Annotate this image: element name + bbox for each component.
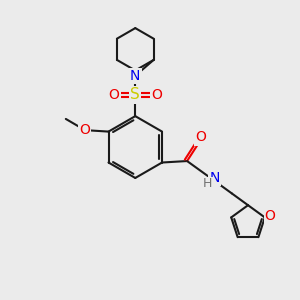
Text: O: O xyxy=(151,88,162,102)
Text: O: O xyxy=(265,209,276,223)
Text: S: S xyxy=(130,87,140,102)
Text: O: O xyxy=(80,123,90,137)
Text: N: N xyxy=(130,69,140,83)
Text: N: N xyxy=(210,171,220,185)
Text: H: H xyxy=(203,177,212,190)
Text: O: O xyxy=(195,130,206,145)
Text: O: O xyxy=(109,88,119,102)
